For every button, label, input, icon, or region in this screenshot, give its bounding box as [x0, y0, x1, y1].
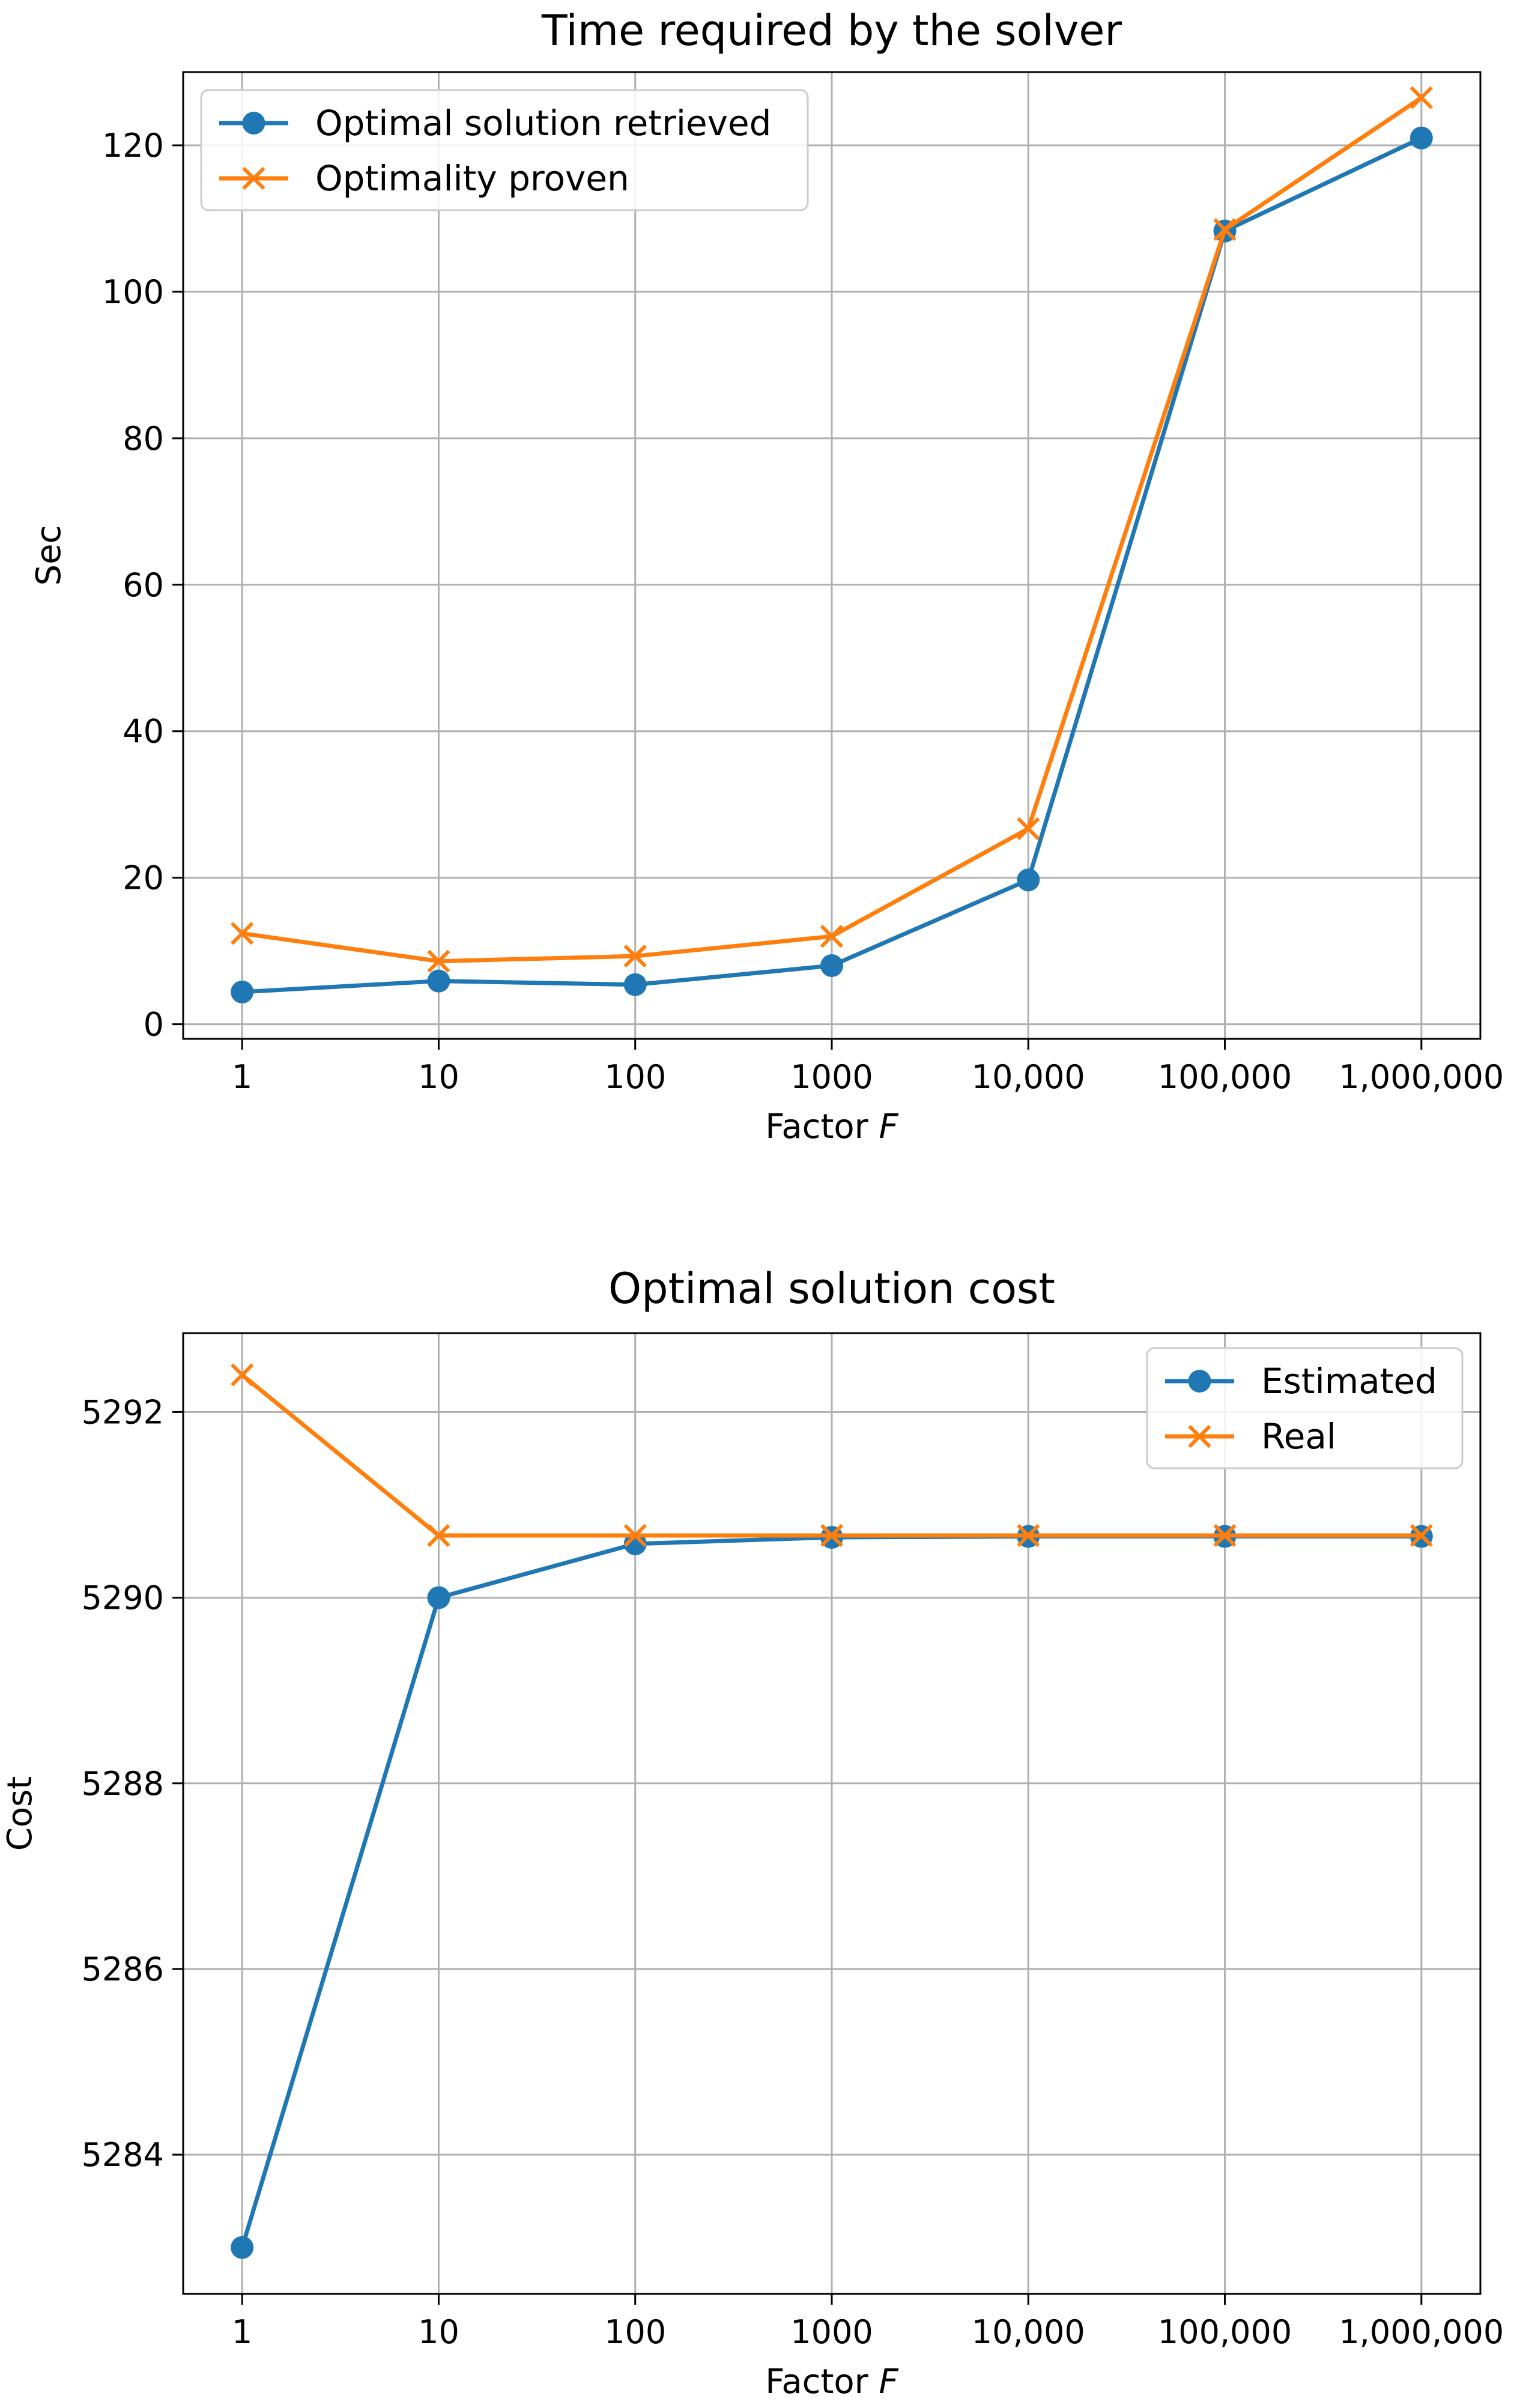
- y-tick-label: 100: [102, 273, 164, 311]
- x-tick-label: 100: [604, 1058, 666, 1096]
- data-point-stroke: [623, 1523, 647, 1547]
- data-point-stroke: [427, 1523, 450, 1547]
- chart-title: Optimal solution cost: [608, 1264, 1055, 1313]
- x-tick-label: 1000: [790, 2313, 873, 2351]
- y-tick-label: 5288: [82, 1765, 164, 1803]
- data-point: [1409, 1523, 1433, 1547]
- data-point: [623, 945, 647, 968]
- x-tick-label: 1000: [790, 1058, 873, 1096]
- y-tick-label: 20: [123, 859, 164, 897]
- y-axis-label: Cost: [1, 1776, 40, 1851]
- cost-chart: 1 10 100 1000 10,000 100,000 1,000,000 5284 5286…: [1, 1264, 1504, 2401]
- time-chart: 1 10 100 1000 10,000 100,000 1,000,000 0 20 40 60 8…: [29, 6, 1504, 1146]
- data-point: [427, 949, 450, 973]
- legend-entry-label: Optimality proven: [315, 158, 629, 199]
- data-point: [1017, 868, 1040, 892]
- x-tick-label: 1,000,000: [1339, 2313, 1504, 2351]
- y-tick-label: 5292: [82, 1393, 164, 1431]
- data-point: [427, 969, 450, 993]
- x-tick-label: 100,000: [1158, 2313, 1292, 2351]
- x-tick-label: 1: [232, 1058, 252, 1096]
- data-point-stroke: [231, 1363, 254, 1387]
- x-axis-label: Factor F: [765, 2362, 898, 2401]
- data-point: [820, 1523, 844, 1547]
- y-axis-label: Sec: [29, 525, 68, 586]
- legend-entry-label: Optimal solution retrieved: [315, 103, 772, 144]
- data-point: [231, 1363, 254, 1387]
- data-point-stroke: [820, 1523, 844, 1547]
- legend-box: [200, 89, 809, 211]
- legend-swatch-marker: [1188, 1424, 1211, 1448]
- data-point: [820, 954, 843, 978]
- plot-frame: [182, 1332, 1482, 2295]
- legend-swatch-marker: [242, 112, 265, 135]
- legend-entry-label: Real: [1261, 1416, 1336, 1457]
- data-point: [1409, 126, 1433, 150]
- legend-swatch-marker: [1188, 1370, 1211, 1393]
- x-axis-label: Factor F: [765, 1107, 898, 1146]
- data-point: [231, 2236, 254, 2259]
- x-axis-label-text: Factor: [765, 1107, 879, 1146]
- data-point: [1017, 817, 1040, 841]
- legend: Estimated Real: [1146, 1347, 1464, 1469]
- data-point-stroke: [820, 925, 844, 948]
- y-tick-label: 120: [102, 127, 164, 165]
- y-tick-label: 80: [123, 420, 164, 458]
- data-point: [427, 1586, 450, 1609]
- legend-entry-label: Estimated: [1261, 1361, 1437, 1402]
- x-tick-label: 10: [418, 2313, 459, 2351]
- data-point-stroke: [1017, 817, 1040, 841]
- data-point: [1213, 218, 1237, 241]
- data-point: [1409, 86, 1433, 109]
- data-point: [623, 1523, 647, 1547]
- x-tick-label: 100,000: [1158, 1058, 1292, 1096]
- y-tick-label: 0: [144, 1006, 164, 1044]
- x-axis-label-variable: F: [879, 2362, 899, 2401]
- x-tick-label: 1,000,000: [1339, 1058, 1504, 1096]
- chart-title: Time required by the solver: [541, 6, 1122, 55]
- y-tick-label: 40: [123, 713, 164, 751]
- plot-frame: [182, 71, 1482, 1040]
- data-point-stroke: [1409, 1523, 1433, 1547]
- data-point-stroke: [1017, 1523, 1040, 1547]
- legend-swatch-marker: [242, 166, 265, 190]
- data-point-stroke: [427, 949, 450, 973]
- data-point: [623, 1532, 647, 1555]
- x-axis-label-variable: F: [879, 1107, 899, 1146]
- data-point: [427, 1523, 450, 1547]
- y-tick-label: 5290: [82, 1579, 164, 1617]
- x-tick-label: 10,000: [972, 2313, 1085, 2351]
- data-point: [1213, 1523, 1237, 1547]
- y-tick-label: 5284: [82, 2136, 164, 2174]
- x-tick-label: 1: [232, 2313, 252, 2351]
- data-point-stroke: [1409, 86, 1433, 109]
- data-point: [623, 973, 647, 996]
- data-point: [1017, 1523, 1040, 1547]
- data-point: [820, 925, 844, 948]
- y-tick-label: 60: [123, 566, 164, 604]
- x-tick-label: 10: [418, 1058, 459, 1096]
- y-tick-label: 5286: [82, 1950, 164, 1988]
- data-point-stroke: [1213, 1523, 1237, 1547]
- x-tick-label: 100: [604, 2313, 666, 2351]
- data-point: [231, 980, 254, 1003]
- x-axis-label-text: Factor: [765, 2362, 879, 2401]
- data-point-stroke: [623, 945, 647, 968]
- x-tick-label: 10,000: [972, 1058, 1085, 1096]
- data-point-stroke: [231, 922, 254, 945]
- data-point: [231, 922, 254, 945]
- data-point-stroke: [1213, 218, 1237, 241]
- legend: Optimal solution retrieved Optimality pro…: [200, 89, 809, 211]
